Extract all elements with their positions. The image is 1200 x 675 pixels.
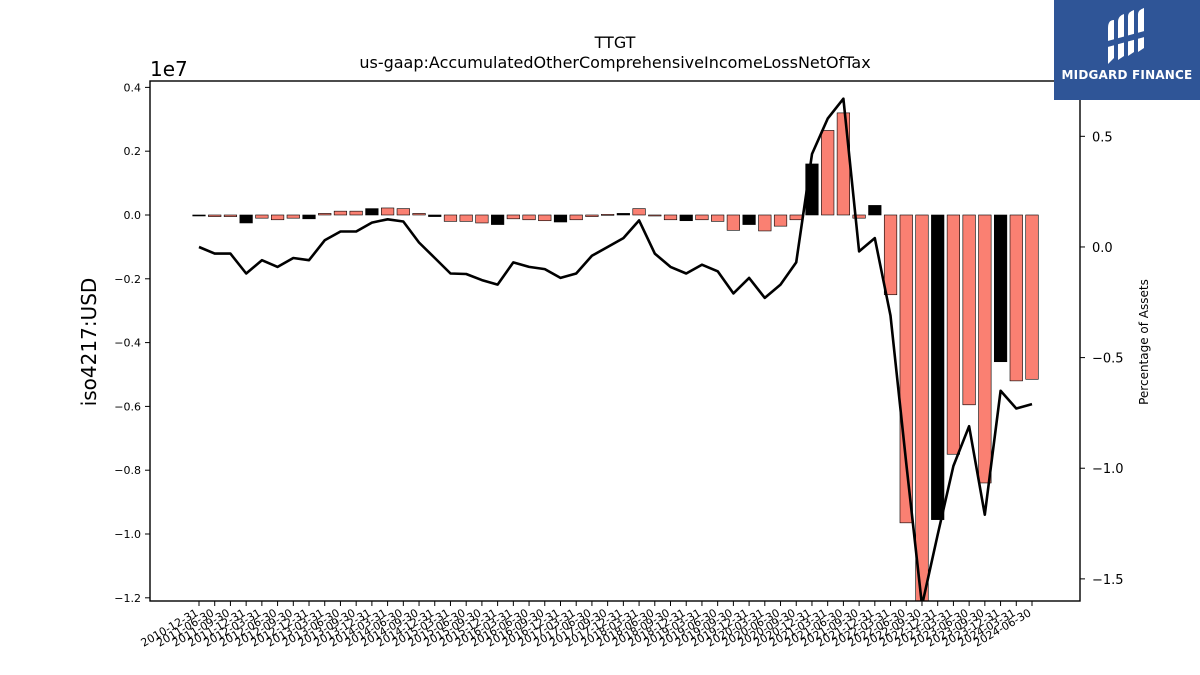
bar <box>1025 214 1039 380</box>
bar <box>585 214 599 217</box>
bar <box>758 214 772 232</box>
bar <box>899 214 913 524</box>
bar <box>349 210 363 216</box>
bar <box>553 214 568 223</box>
bar <box>836 112 850 216</box>
bar <box>616 213 630 216</box>
bar-series <box>192 112 1039 601</box>
bar <box>223 214 238 217</box>
bar <box>931 214 945 520</box>
y2-tick-label: −0.5 <box>1092 352 1124 367</box>
y2-tick-label: 0.5 <box>1092 130 1113 145</box>
bar <box>663 214 678 221</box>
bar <box>286 214 300 219</box>
y-tick-label: −0.2 <box>114 273 141 286</box>
bar <box>978 214 992 484</box>
bar <box>726 214 740 231</box>
bar <box>946 214 961 455</box>
midgard-logo-icon <box>1104 8 1148 64</box>
bar <box>239 214 253 224</box>
bar <box>679 214 693 222</box>
bar <box>789 214 803 221</box>
bar <box>695 214 709 221</box>
bar <box>711 214 725 222</box>
y-tick-label: −0.8 <box>114 464 141 477</box>
chart-subtitle: us-gaap:AccumulatedOtherComprehensiveInc… <box>359 53 870 72</box>
y2-tick-label: −1.0 <box>1092 462 1124 477</box>
bar <box>821 130 835 216</box>
brand-name: MIDGARD FINANCE <box>1061 68 1193 82</box>
bar <box>318 213 332 216</box>
bar <box>506 214 520 220</box>
y-axis-label: iso4217:USD <box>77 278 101 407</box>
bar <box>538 214 552 222</box>
y2-axis-label: Percentage of Assets <box>1137 279 1151 405</box>
y-tick-label: −0.6 <box>114 400 141 413</box>
bar <box>255 214 269 219</box>
bar <box>365 208 379 216</box>
chart-title: TTGT <box>594 33 636 52</box>
y-tick-label: −1.0 <box>114 528 141 541</box>
bar <box>459 214 473 222</box>
line-path <box>198 97 1033 601</box>
bar <box>852 214 866 219</box>
y-tick-label: 0.4 <box>124 81 142 94</box>
bar <box>742 214 756 225</box>
bar <box>302 214 316 220</box>
y-tick-label: 0.0 <box>124 209 142 222</box>
bar <box>883 214 898 296</box>
plot-frame <box>149 80 1081 602</box>
bar <box>396 208 410 216</box>
line-series <box>198 97 1033 601</box>
bar <box>569 214 583 221</box>
y-tick-label: −0.4 <box>114 337 141 350</box>
y-tick-label: −1.2 <box>114 592 141 605</box>
bar <box>915 214 929 601</box>
bar <box>192 214 206 217</box>
bar <box>381 207 395 216</box>
bar <box>475 214 489 224</box>
y-tick-label: 0.2 <box>124 145 142 158</box>
bar <box>491 214 505 225</box>
bar <box>522 214 536 221</box>
bar <box>632 208 646 216</box>
brand-logo: MIDGARD FINANCE <box>1054 0 1200 100</box>
bar <box>962 214 976 406</box>
bar <box>412 213 426 216</box>
bar <box>993 214 1008 363</box>
bar <box>773 214 788 227</box>
y-axis-scale-label: 1e7 <box>150 57 188 81</box>
bar <box>868 205 882 216</box>
bar <box>648 214 662 217</box>
bar <box>270 214 285 221</box>
y2-tick-label: 0.0 <box>1092 241 1113 256</box>
axes: 0.4 0.2 0.0 −0.2 −0.4 −0.6 −0.8 −1.0 −1.2 0.5 0.0 −… <box>114 80 1124 650</box>
bar <box>428 214 442 217</box>
y2-tick-label: −1.5 <box>1092 573 1124 588</box>
bar <box>443 214 458 222</box>
bar <box>1009 214 1023 382</box>
bar <box>601 214 615 216</box>
bar <box>333 210 348 216</box>
bar <box>208 214 222 217</box>
